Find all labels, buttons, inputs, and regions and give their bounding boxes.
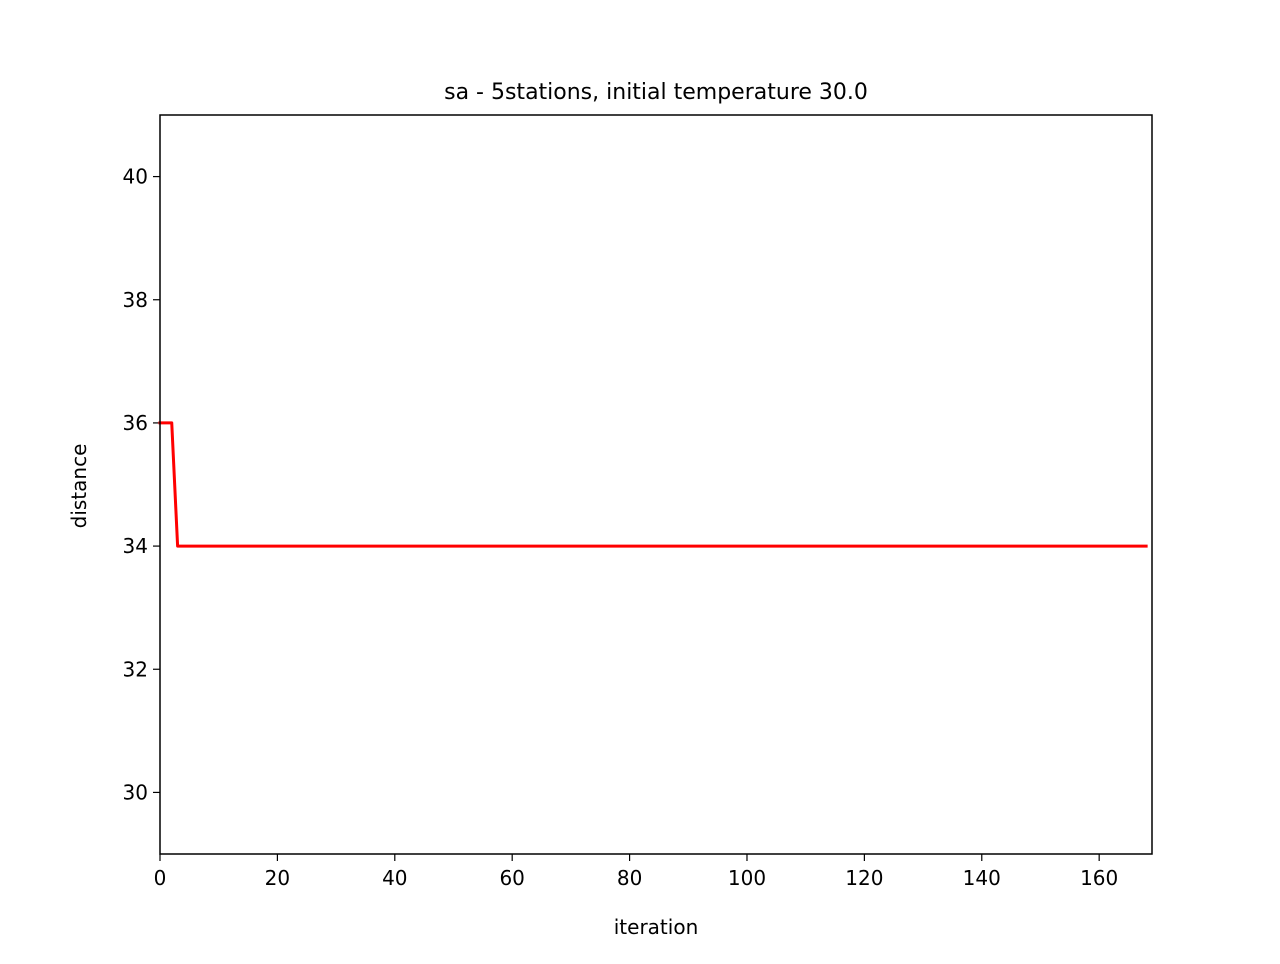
chart-title: sa - 5stations, initial temperature 30.0 xyxy=(444,80,868,105)
y-axis-label: distance xyxy=(67,444,91,529)
y-tick-label: 32 xyxy=(123,657,148,681)
x-axis-label: iteration xyxy=(614,915,699,939)
x-tick-label: 20 xyxy=(265,866,290,890)
x-tick-label: 80 xyxy=(617,866,642,890)
y-tick-label: 38 xyxy=(123,288,148,312)
x-tick-label: 0 xyxy=(154,866,167,890)
series-line xyxy=(158,421,1148,548)
x-tick-label: 120 xyxy=(845,866,883,890)
y-axis-ticks: 30 32 34 36 38 40 xyxy=(123,165,160,804)
x-tick-label: 40 xyxy=(382,866,407,890)
axes-frame xyxy=(159,114,1153,855)
x-tick-label: 140 xyxy=(963,866,1001,890)
x-tick-label: 100 xyxy=(728,866,766,890)
y-tick-label: 34 xyxy=(123,534,148,558)
y-tick-label: 36 xyxy=(123,411,148,435)
y-tick-label: 30 xyxy=(123,780,148,804)
x-tick-label: 160 xyxy=(1080,866,1118,890)
y-tick-label: 40 xyxy=(123,165,148,189)
x-axis-ticks: 0 20 40 60 80 100 120 140 160 xyxy=(154,854,1118,890)
series-layer xyxy=(158,421,1148,548)
x-tick-label: 60 xyxy=(499,866,524,890)
